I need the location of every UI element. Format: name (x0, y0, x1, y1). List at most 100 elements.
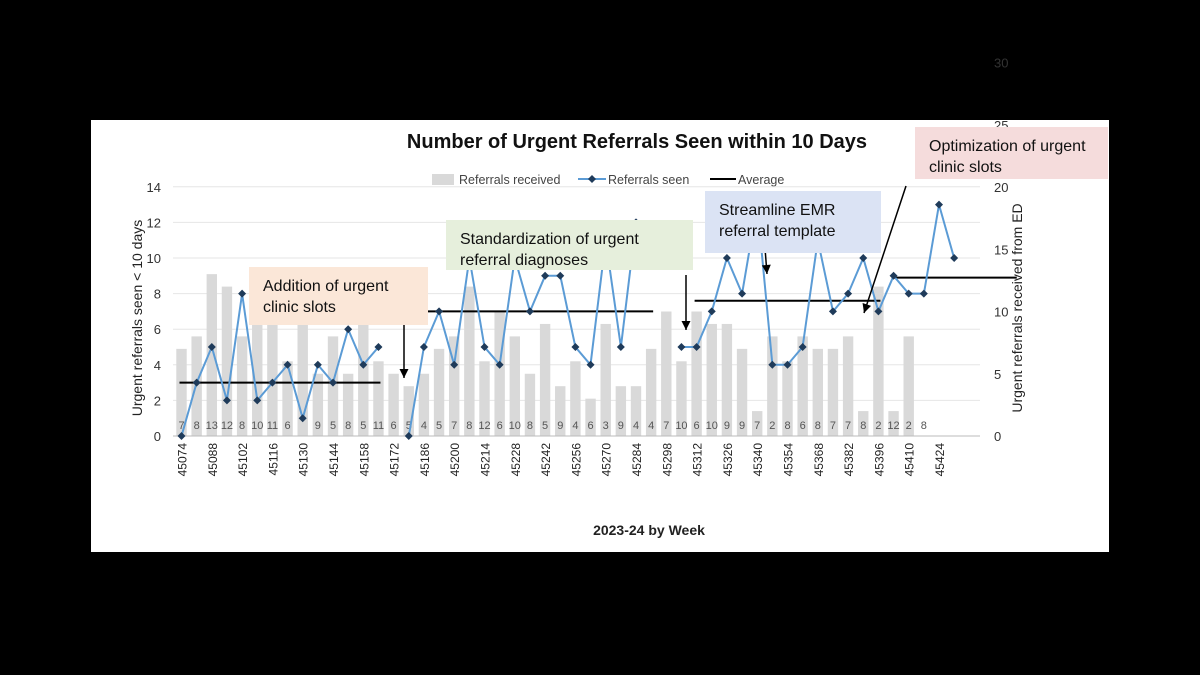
point-referrals-seen (268, 378, 277, 387)
x-tick-label: 45088 (206, 443, 220, 477)
bar-value-label: 10 (675, 420, 687, 432)
x-tick-label: 45102 (236, 443, 250, 477)
y-left-tick-label: 0 (154, 429, 161, 444)
x-tick-label: 45256 (569, 443, 583, 477)
point-referrals-seen (283, 360, 292, 369)
point-referrals-seen (722, 254, 731, 262)
bar-value-label: 6 (391, 420, 397, 432)
bar-value-label: 6 (497, 420, 503, 432)
bar-referrals-received (373, 361, 384, 436)
bar-value-label: 2 (906, 420, 912, 432)
bar-referrals-received (418, 373, 430, 436)
point-referrals-seen (419, 343, 428, 351)
point-referrals-seen (950, 254, 959, 262)
y-left-tick-label: 8 (154, 287, 161, 302)
bar-value-label: 5 (436, 420, 442, 432)
point-referrals-seen (329, 378, 337, 387)
bar-referrals-received (479, 361, 490, 436)
bar-value-label: 8 (466, 420, 472, 432)
x-tick-label: 45326 (721, 443, 735, 477)
y-right-tick-label: 20 (994, 180, 1008, 195)
bar-referrals-received (449, 336, 460, 436)
point-referrals-seen (253, 396, 262, 405)
point-referrals-seen (313, 360, 322, 369)
bar-value-label: 8 (860, 420, 866, 432)
bar-referrals-received (524, 373, 536, 436)
point-referrals-seen (889, 271, 898, 280)
bar-referrals-received (782, 361, 793, 436)
bar-referrals-received (555, 386, 566, 436)
legend-swatch-received (432, 174, 454, 185)
bar-referrals-received (736, 348, 748, 436)
bar-referrals-received (403, 386, 414, 436)
bar-value-label: 5 (406, 420, 412, 432)
point-referrals-seen (556, 271, 565, 280)
bar-referrals-received (827, 348, 839, 436)
x-tick-label: 45144 (327, 443, 341, 477)
point-referrals-seen (616, 343, 625, 351)
bar-value-label: 4 (633, 420, 639, 432)
bar-value-label: 12 (478, 420, 490, 432)
bar-value-label: 12 (887, 420, 899, 432)
point-referrals-seen (844, 289, 853, 298)
point-referrals-seen (935, 200, 943, 209)
x-tick-label: 45074 (176, 443, 190, 477)
bar-value-label: 2 (769, 420, 775, 432)
point-referrals-seen (238, 289, 247, 298)
bar-referrals-received (706, 323, 717, 436)
point-referrals-seen (874, 307, 883, 316)
y-left-tick-label: 6 (154, 322, 161, 337)
bar-value-label: 5 (360, 420, 366, 432)
x-tick-label: 45424 (933, 443, 947, 477)
x-tick-label: 45284 (630, 443, 644, 477)
bar-value-label: 8 (239, 420, 245, 432)
bar-value-label: 7 (845, 420, 851, 432)
point-referrals-seen (344, 325, 353, 334)
bar-referrals-received (691, 311, 702, 436)
point-referrals-seen (480, 343, 489, 351)
y-right-tick-label: 30 (994, 56, 1008, 71)
x-tick-label: 45340 (751, 443, 765, 477)
bar-value-label: 6 (694, 420, 700, 432)
y-right-tick-label: 10 (994, 305, 1008, 320)
x-tick-label: 45382 (842, 443, 856, 477)
bar-value-label: 9 (557, 420, 563, 432)
bar-value-label: 6 (800, 420, 806, 432)
bar-value-label: 10 (251, 420, 263, 432)
x-tick-label: 45396 (872, 443, 886, 477)
bar-referrals-received (842, 336, 854, 436)
bar-value-label: 9 (739, 420, 745, 432)
point-referrals-seen (586, 360, 595, 369)
point-referrals-seen (374, 343, 383, 351)
bar-referrals-received (267, 299, 278, 436)
point-referrals-seen (707, 307, 716, 316)
legend-label-seen: Referrals seen (608, 173, 689, 187)
bar-referrals-received (812, 348, 823, 436)
legend-marker-seen (588, 175, 596, 183)
bar-referrals-received (494, 311, 505, 436)
bar-value-label: 8 (527, 420, 533, 432)
bar-referrals-received (676, 361, 687, 436)
legend-label-received: Referrals received (459, 173, 560, 187)
bar-referrals-received (252, 311, 263, 436)
bar-value-label: 8 (345, 420, 351, 432)
point-referrals-seen (435, 307, 444, 316)
bar-value-label: 4 (572, 420, 578, 432)
y-left-tick-label: 14 (147, 180, 161, 195)
x-tick-label: 45158 (357, 443, 371, 477)
bar-value-label: 8 (921, 420, 927, 432)
point-referrals-seen (525, 307, 534, 316)
bar-value-label: 7 (830, 420, 836, 432)
point-referrals-seen (207, 343, 216, 351)
arrow-emr-template-head (761, 264, 771, 274)
x-tick-label: 45242 (539, 443, 553, 477)
bar-referrals-received (630, 386, 642, 436)
bar-value-label: 3 (603, 420, 609, 432)
bar-referrals-received (176, 348, 187, 436)
bar-referrals-received (752, 411, 763, 436)
arrow-standardization-head (681, 321, 691, 330)
y-right-tick-label: 15 (994, 242, 1008, 257)
bar-value-label: 12 (221, 420, 233, 432)
x-tick-label: 45172 (388, 443, 402, 477)
bar-referrals-received (570, 361, 581, 436)
